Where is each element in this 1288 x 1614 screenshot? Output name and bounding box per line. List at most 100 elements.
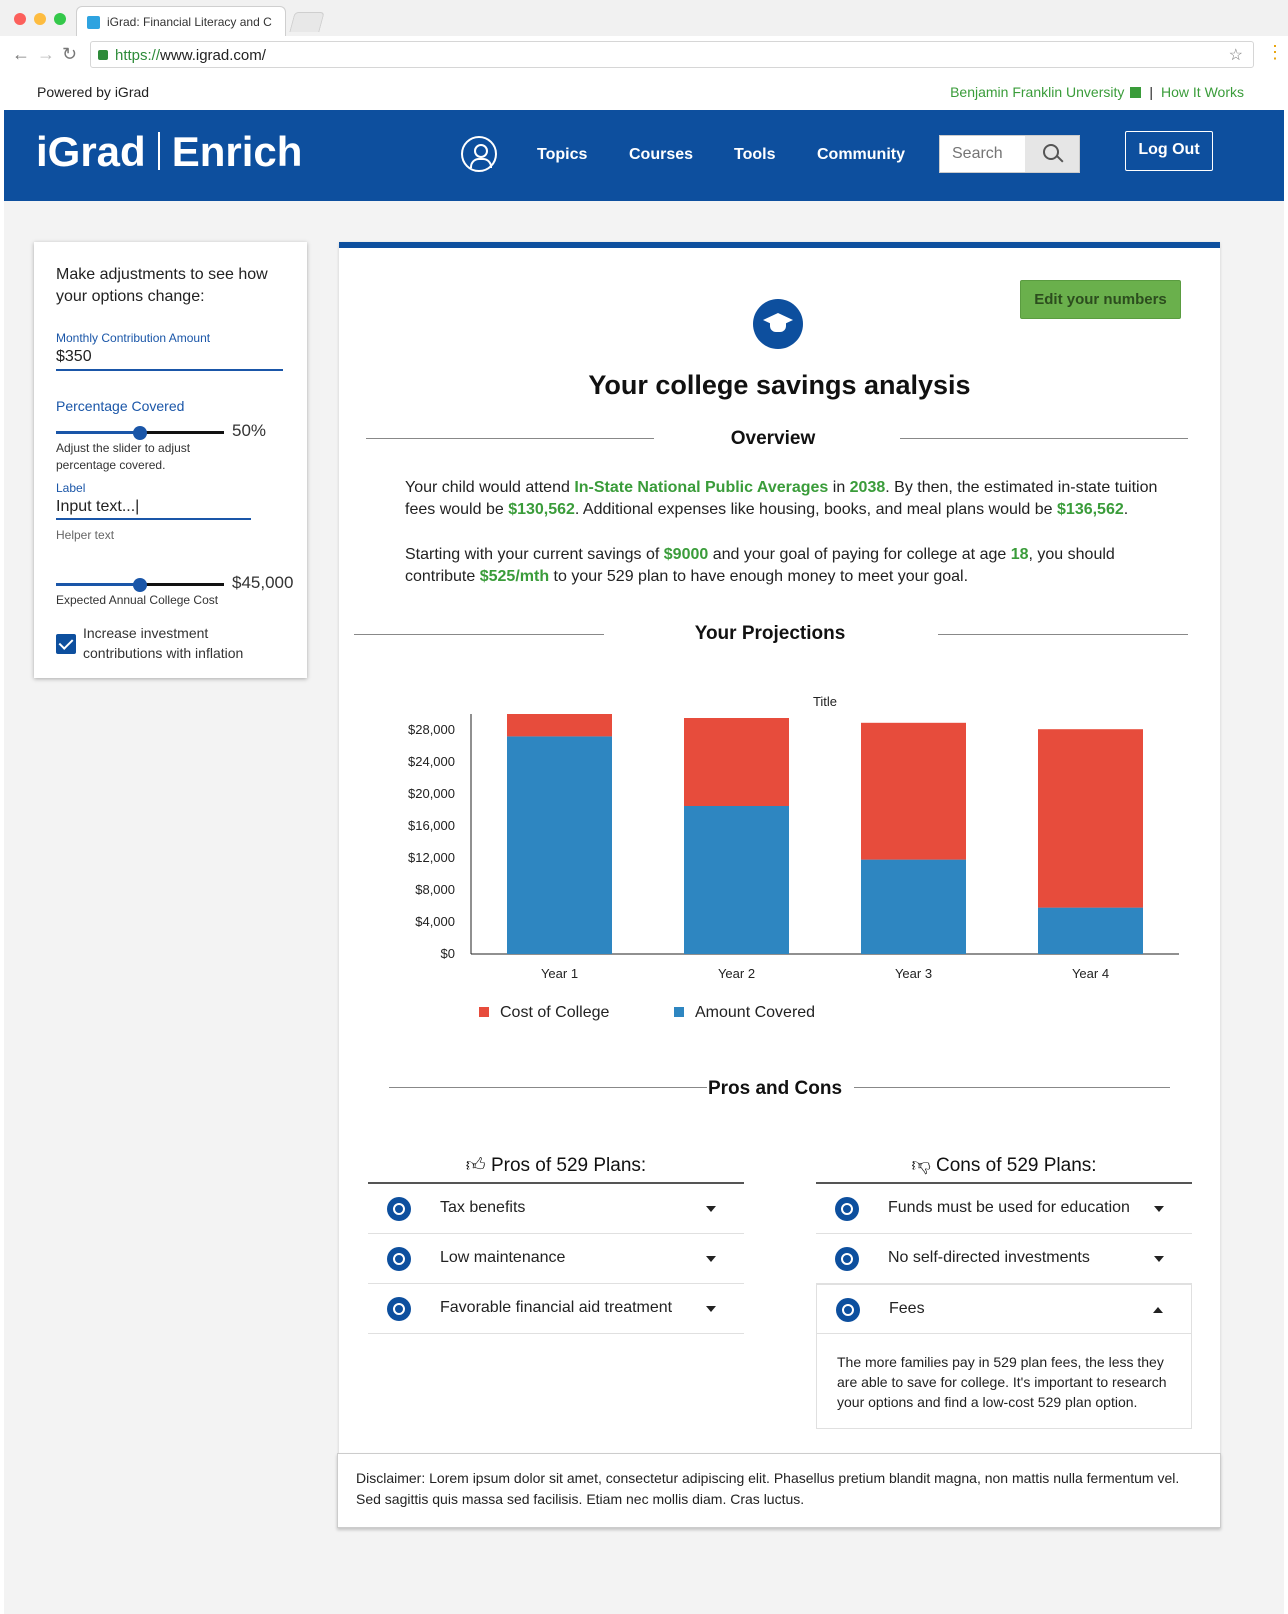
x-tick-label: Year 1 bbox=[541, 966, 578, 981]
document-icon bbox=[836, 1298, 860, 1322]
cost-label: Expected Annual College Cost bbox=[56, 593, 219, 607]
cons-item-label: Fees bbox=[889, 1300, 925, 1317]
x-tick-label: Year 3 bbox=[895, 966, 932, 981]
overview-rule-left bbox=[366, 438, 654, 439]
cost-slider-thumb[interactable] bbox=[133, 578, 147, 592]
tab-title: iGrad: Financial Literacy and C bbox=[107, 15, 272, 29]
bookmark-star-icon[interactable]: ☆ bbox=[1228, 47, 1243, 64]
chevron-down-icon[interactable] bbox=[1154, 1206, 1164, 1212]
cons-item-label: Funds must be used for education bbox=[888, 1199, 1130, 1216]
chevron-down-icon[interactable] bbox=[706, 1256, 716, 1262]
window-controls bbox=[14, 13, 66, 25]
monthly-contribution-underline bbox=[56, 369, 283, 371]
projections-rule-left bbox=[354, 634, 604, 635]
cons-item-self-directed[interactable]: No self-directed investments bbox=[816, 1234, 1192, 1284]
percentage-value: 50% bbox=[232, 421, 267, 440]
p1-text-b: in bbox=[828, 479, 850, 496]
cons-heading-text: Cons of 529 Plans: bbox=[936, 1155, 1097, 1176]
cons-item-education-funds[interactable]: Funds must be used for education bbox=[816, 1184, 1192, 1234]
attend-year: 2038 bbox=[849, 479, 886, 496]
profile-icon[interactable] bbox=[461, 136, 497, 172]
logout-button[interactable]: Log Out bbox=[1125, 131, 1213, 171]
back-icon[interactable]: ← bbox=[12, 44, 30, 64]
browser-menu-icon[interactable]: ⋮ bbox=[1266, 42, 1284, 62]
y-tick-label: $16,000 bbox=[408, 818, 455, 833]
pros-item-tax-benefits[interactable]: Tax benefits bbox=[368, 1184, 744, 1234]
bar-cost-of-college bbox=[1038, 729, 1143, 908]
cost-slider-fill bbox=[56, 583, 140, 586]
projections-rule-right bbox=[938, 634, 1188, 635]
site-header: iGrad Enrich Topics Courses Tools Communi… bbox=[4, 110, 1284, 201]
university-link[interactable]: Benjamin Franklin Unversity bbox=[950, 84, 1125, 100]
url-rest: www.igrad.com/ bbox=[160, 47, 266, 64]
browser-tab[interactable]: iGrad: Financial Literacy and C bbox=[76, 6, 286, 36]
logo-enrich: Enrich bbox=[171, 128, 303, 175]
p1-text-a: Your child would attend bbox=[405, 479, 575, 496]
nav-community[interactable]: Community bbox=[817, 146, 905, 163]
legend-label: Amount Covered bbox=[695, 1004, 815, 1021]
panel-title: Make adjustments to see how your options… bbox=[56, 266, 268, 305]
thumbs-down-icon: 👎︎ bbox=[911, 1155, 937, 1176]
nav-tools[interactable]: Tools bbox=[734, 146, 776, 163]
powered-by: Powered by iGrad bbox=[37, 84, 150, 100]
disclaimer: Disclaimer: Lorem ipsum dolor sit amet, … bbox=[337, 1453, 1221, 1528]
utility-bar: Powered by iGrad Benjamin Franklin Unver… bbox=[4, 74, 1284, 110]
inflation-label: Increase investment contributions with i… bbox=[83, 625, 244, 661]
search-icon[interactable] bbox=[1025, 136, 1079, 172]
percentage-help-text: Adjust the slider to adjust percentage c… bbox=[56, 441, 191, 472]
how-it-works-link[interactable]: How It Works bbox=[1161, 84, 1244, 100]
chart-title: Title bbox=[813, 694, 837, 709]
forward-icon[interactable]: → bbox=[37, 44, 55, 64]
cons-item-fees[interactable]: Fees bbox=[816, 1284, 1192, 1334]
money-icon bbox=[387, 1197, 411, 1221]
nav-topics[interactable]: Topics bbox=[537, 146, 588, 163]
pros-item-label: Low maintenance bbox=[440, 1249, 566, 1266]
close-window-button[interactable] bbox=[14, 13, 26, 25]
pros-item-label: Tax benefits bbox=[440, 1199, 526, 1216]
nav-courses[interactable]: Courses bbox=[629, 146, 694, 163]
cons-heading: 👎︎ Cons of 529 Plans: bbox=[816, 1154, 1192, 1184]
search-input[interactable] bbox=[940, 136, 1026, 172]
bar-cost-of-college bbox=[507, 714, 612, 737]
external-link-icon bbox=[1130, 87, 1142, 98]
cost-value: $45,000 bbox=[232, 573, 294, 592]
bar-cost-of-college bbox=[684, 718, 789, 806]
chevron-down-icon[interactable] bbox=[706, 1206, 716, 1212]
monthly-contribution-field[interactable]: $350 bbox=[56, 348, 92, 365]
p2-text-a: Starting with your current savings of bbox=[405, 546, 664, 563]
p1-text-d: . Additional expenses like housing, book… bbox=[574, 501, 1058, 518]
pros-item-financial-aid[interactable]: Favorable financial aid treatment bbox=[368, 1284, 744, 1334]
address-bar[interactable]: https://www.igrad.com/ ☆ bbox=[90, 41, 1254, 68]
pros-heading: 👍︎ Pros of 529 Plans: bbox=[368, 1154, 744, 1184]
pros-item-low-maintenance[interactable]: Low maintenance bbox=[368, 1234, 744, 1284]
text-input-field[interactable]: Input text...| bbox=[56, 498, 140, 515]
monthly-contribution: $525/mth bbox=[479, 568, 550, 585]
p2-text-d: to your 529 plan to have enough money to… bbox=[549, 568, 969, 585]
chevron-down-icon[interactable] bbox=[706, 1306, 716, 1312]
percentage-slider-thumb[interactable] bbox=[133, 426, 147, 440]
link-separator: | bbox=[1149, 84, 1154, 100]
bar-amount-covered bbox=[861, 859, 966, 954]
favicon-icon bbox=[87, 16, 100, 29]
url-scheme: https:// bbox=[115, 47, 161, 64]
new-tab-button[interactable] bbox=[289, 12, 325, 32]
minimize-window-button[interactable] bbox=[34, 13, 46, 25]
bar-amount-covered bbox=[507, 736, 612, 954]
overview-paragraph-2: Starting with your current savings of $9… bbox=[405, 544, 1165, 588]
graduation-cap-icon bbox=[753, 299, 803, 349]
igrad-enrich-logo[interactable]: iGrad Enrich bbox=[36, 128, 302, 176]
adjustments-panel: Make adjustments to see how your options… bbox=[34, 242, 307, 678]
chevron-down-icon[interactable] bbox=[1154, 1256, 1164, 1262]
fees-detail: The more families pay in 529 plan fees, … bbox=[816, 1334, 1192, 1429]
inflation-checkbox[interactable] bbox=[56, 634, 76, 654]
chevron-up-icon[interactable] bbox=[1153, 1307, 1163, 1313]
goal-age: 18 bbox=[1010, 546, 1029, 563]
maximize-window-button[interactable] bbox=[54, 13, 66, 25]
y-tick-label: $20,000 bbox=[408, 786, 455, 801]
reload-icon[interactable]: ↻ bbox=[62, 44, 78, 64]
logo-igrad: iGrad bbox=[36, 128, 146, 175]
y-tick-label: $12,000 bbox=[408, 850, 455, 865]
percentage-covered-label: Percentage Covered bbox=[56, 398, 185, 414]
monthly-contribution-label: Monthly Contribution Amount bbox=[56, 331, 211, 345]
edit-numbers-button[interactable]: Edit your numbers bbox=[1020, 280, 1181, 319]
